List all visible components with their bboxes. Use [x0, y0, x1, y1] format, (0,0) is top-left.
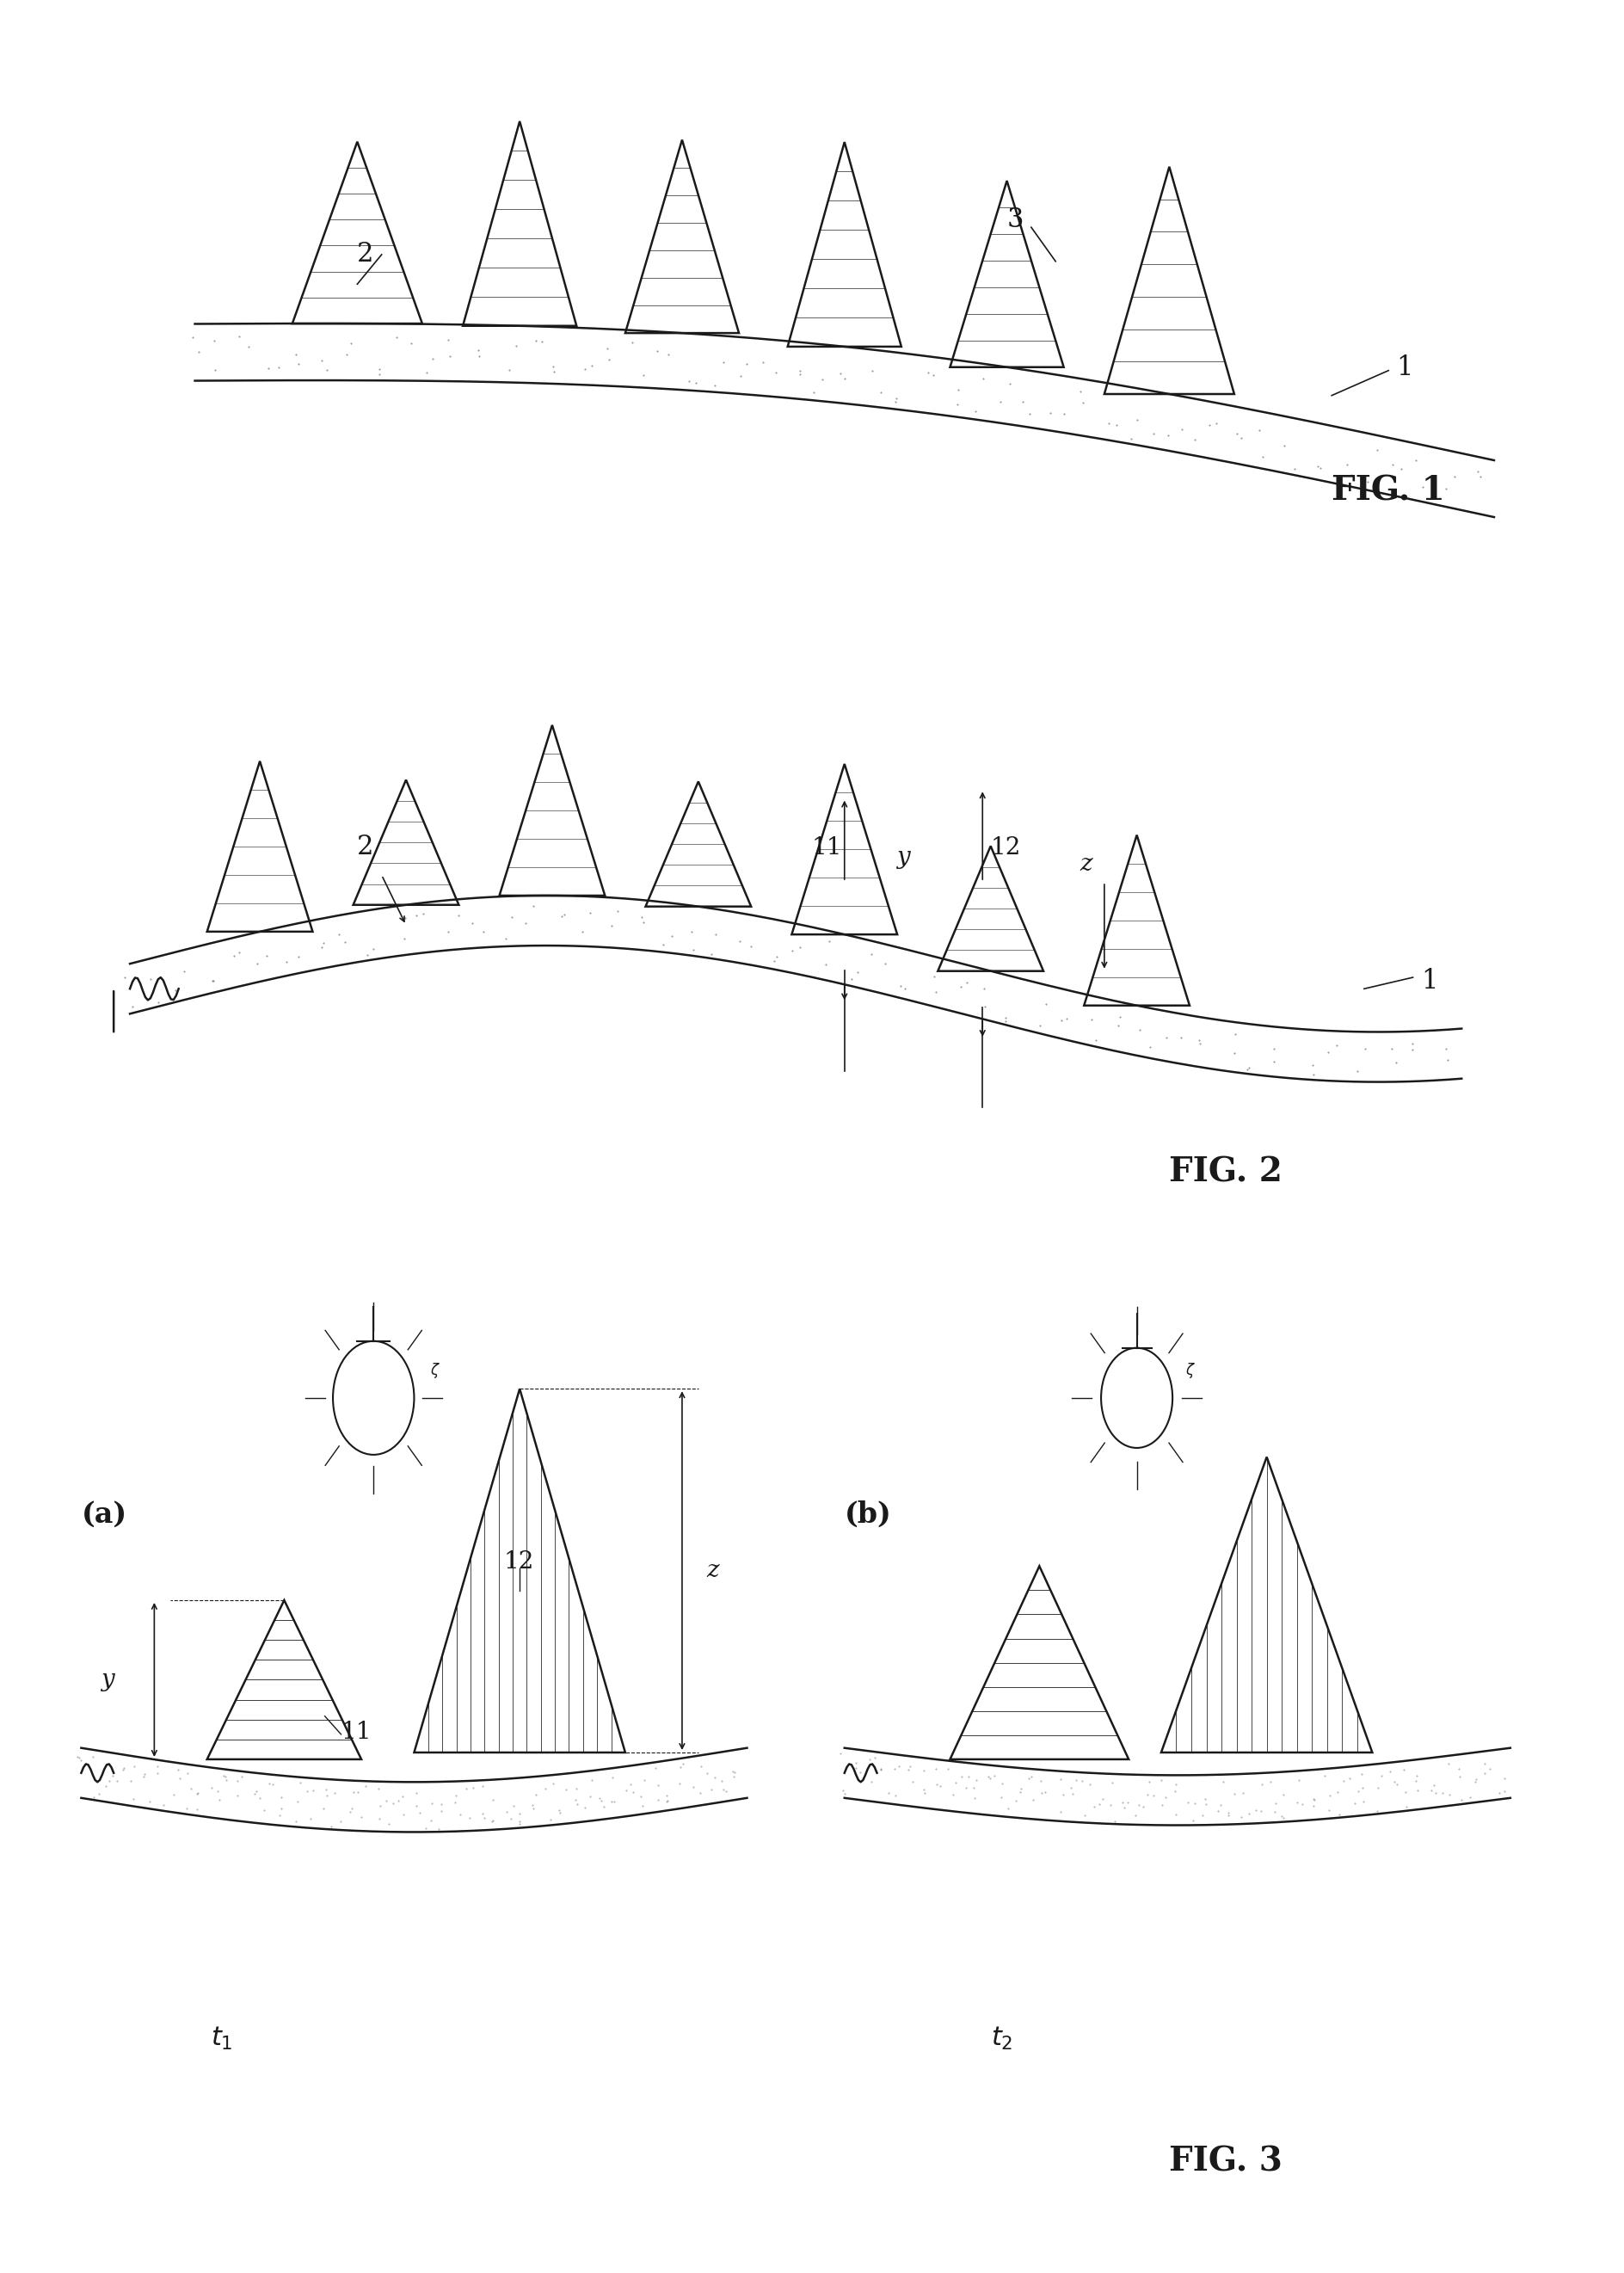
Text: 11: 11: [341, 1721, 372, 1743]
Text: FIG. 2: FIG. 2: [1169, 1157, 1283, 1189]
Text: y: y: [101, 1668, 114, 1691]
Text: (a): (a): [81, 1500, 127, 1530]
Text: 3: 3: [1007, 207, 1023, 234]
Text: FIG. 3: FIG. 3: [1169, 2146, 1283, 2178]
Text: $t_1$: $t_1$: [211, 2025, 234, 2053]
Text: 11: 11: [812, 836, 843, 859]
Text: $t_2$: $t_2$: [991, 2025, 1012, 2053]
Text: 12: 12: [503, 1550, 534, 1573]
Text: 1: 1: [1397, 355, 1413, 382]
Text: z: z: [706, 1559, 719, 1582]
Text: 2: 2: [357, 241, 374, 268]
Text: $\zeta$: $\zeta$: [1186, 1362, 1195, 1380]
Text: FIG. 1: FIG. 1: [1332, 475, 1445, 507]
Text: 1: 1: [1421, 968, 1437, 996]
Text: 2: 2: [357, 834, 374, 861]
Text: $\zeta$: $\zeta$: [430, 1362, 440, 1380]
Text: y: y: [896, 846, 909, 868]
Text: (b): (b): [844, 1500, 892, 1530]
Text: 12: 12: [991, 836, 1021, 859]
Text: z: z: [1080, 852, 1093, 875]
